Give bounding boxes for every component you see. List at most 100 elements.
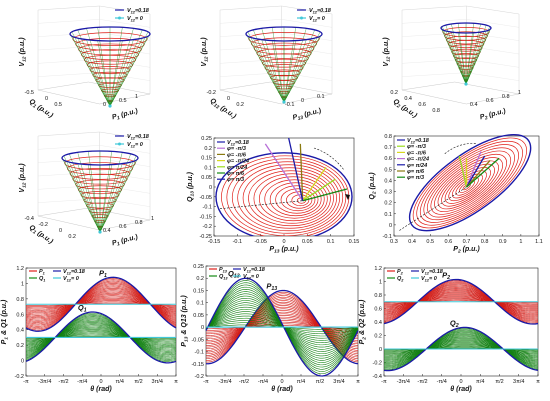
cone-top-rim bbox=[69, 26, 151, 42]
cone-generator bbox=[63, 155, 101, 233]
legend-label-rest: = 0 bbox=[429, 276, 437, 282]
cone-xtick: 0 bbox=[103, 102, 106, 108]
legend-label-main: V bbox=[421, 276, 426, 282]
cone-zlabel-rest: (p.u.) bbox=[383, 37, 390, 57]
cone-xtick: 0.1 bbox=[317, 94, 325, 100]
legend-label: V12=0.18 bbox=[421, 269, 444, 276]
y-tick-label: 0.05 bbox=[193, 313, 204, 319]
cone-gridline bbox=[37, 19, 100, 24]
legend-label-rest: =0.18 bbox=[415, 138, 430, 144]
cone-gridline bbox=[401, 32, 467, 37]
phase-ray bbox=[302, 178, 336, 202]
cone-generator bbox=[465, 29, 490, 85]
cone-xlabel: P1 (p.u.) bbox=[111, 108, 139, 123]
cone-generator bbox=[109, 39, 134, 107]
phase-ray bbox=[458, 155, 468, 188]
ellipse-ring bbox=[437, 160, 499, 210]
cone-generator bbox=[99, 153, 131, 233]
legend-label-sub: 12 bbox=[131, 137, 136, 141]
ellipse-panel-f: 0.3 0.4 0.5 0.6 0.7 0.8 0.9 1 1.1 -0.1 0 0.1 0.2 0.3 0… bbox=[369, 133, 543, 255]
cone-xlabel-main: P bbox=[479, 113, 486, 121]
cone-ylabel-sub: 1 bbox=[31, 103, 37, 110]
y-tick-label: -0.05 bbox=[191, 337, 204, 343]
legend-label: V12= 0 bbox=[127, 142, 143, 149]
legend-label-sub: 12 bbox=[67, 279, 72, 283]
legend-label-main: V bbox=[421, 269, 426, 275]
legend-label: V12=0.18 bbox=[127, 134, 150, 141]
ellipse-ring bbox=[416, 140, 523, 226]
wave-curve bbox=[383, 297, 539, 307]
wave-panel-i: -0.4 -0.2 0 0.2 0.4 0.6 0.8 1 1.2 -π -3π/4 -π/2 -π/4… bbox=[359, 266, 540, 393]
x-axis-label: P13 (p.u.) bbox=[269, 246, 299, 255]
legend-label: φ= π/24 bbox=[407, 163, 427, 169]
cone-xtick: 0.8 bbox=[502, 94, 510, 100]
cone-generator bbox=[109, 38, 143, 107]
cone-generator bbox=[272, 27, 285, 103]
cone-gridline bbox=[99, 19, 151, 28]
wave-curve bbox=[383, 346, 539, 352]
x-axis-label-main: P bbox=[269, 246, 274, 253]
y-axis-label-rest: (p.u.) bbox=[369, 172, 376, 192]
phase-ray bbox=[264, 143, 304, 202]
x-tick-label: 0.4 bbox=[408, 239, 416, 245]
x-tick-label: 0.5 bbox=[426, 239, 434, 245]
cone-side-wall bbox=[466, 5, 520, 94]
phase-ray bbox=[288, 138, 304, 201]
legend-label: P13 bbox=[219, 267, 228, 274]
y-axis-label-main: P bbox=[1, 339, 8, 344]
y-tick-label: -0.2 bbox=[203, 224, 212, 230]
cone-generator bbox=[445, 30, 467, 85]
cone-generator bbox=[61, 157, 101, 233]
cone-xtick: 1 bbox=[135, 94, 138, 100]
cone-floor bbox=[37, 81, 151, 105]
legend-label-main: Q bbox=[219, 274, 224, 280]
x-tick-label: 0.3 bbox=[390, 239, 398, 245]
wave-curve bbox=[205, 277, 359, 377]
series-label: P2 bbox=[442, 270, 450, 281]
wave-series: Q 13 bbox=[205, 269, 359, 377]
x-tick-label: π bbox=[174, 379, 178, 385]
cone-xtick: 0.4 bbox=[470, 102, 478, 108]
series-label-main: P bbox=[266, 281, 272, 290]
y-tick-label: -0.15 bbox=[199, 214, 212, 220]
cone-gridline bbox=[466, 72, 520, 81]
cone-xtick: 0 bbox=[301, 98, 304, 104]
x-tick-label: -π bbox=[23, 379, 29, 385]
x-tick-label: 0.9 bbox=[499, 239, 507, 245]
cone-gridline bbox=[401, 72, 467, 77]
cone-generator bbox=[445, 25, 467, 85]
y-tick-label: 0.7 bbox=[384, 145, 392, 151]
series-label-sub: 13 bbox=[271, 286, 277, 292]
legend-label-sub: 12 bbox=[425, 272, 430, 276]
x-tick-label: -3π/4 bbox=[218, 379, 231, 385]
legend-label: V12=0.18 bbox=[309, 8, 332, 15]
legend-label: Q2 bbox=[397, 276, 404, 283]
cone-panel-a: V12 (p.u.)Q1 (p.u.) P1 (p.u.)00.51-0.500.… bbox=[19, 5, 151, 123]
ellipse-e-body bbox=[215, 138, 353, 236]
y-axis-label-rest: & Q1 (p.u.) bbox=[1, 299, 8, 337]
ellipse-ring bbox=[412, 137, 527, 229]
legend-label: P2 bbox=[397, 269, 404, 276]
ellipse-ring bbox=[423, 147, 515, 221]
series-label-main: P bbox=[99, 268, 105, 277]
wave-curve bbox=[205, 295, 359, 360]
x-tick-label: 3π/4 bbox=[152, 379, 163, 385]
cone-gridline bbox=[281, 72, 333, 81]
phase-ray bbox=[465, 155, 486, 188]
legend-marker bbox=[118, 16, 121, 20]
cone-surface bbox=[245, 26, 323, 104]
x-tick-label: 3π/4 bbox=[513, 379, 524, 385]
rotation-arrow bbox=[313, 147, 345, 171]
legend-label-sub: 12 bbox=[131, 19, 136, 23]
y-tick-label: 0.2 bbox=[384, 201, 392, 207]
wave-curve bbox=[205, 306, 359, 348]
cone-ylabel-sub: 1 bbox=[31, 229, 37, 236]
y-axis-label: Q2 (p.u.) bbox=[369, 172, 378, 200]
cone-ytick: -0.2 bbox=[39, 222, 48, 228]
y-axis-label-sub: 2 bbox=[372, 191, 378, 195]
wave-curve bbox=[206, 308, 359, 346]
cone-ytick: 0.2 bbox=[390, 90, 398, 96]
cone-gridline bbox=[281, 59, 333, 68]
cone-floor bbox=[219, 81, 333, 105]
